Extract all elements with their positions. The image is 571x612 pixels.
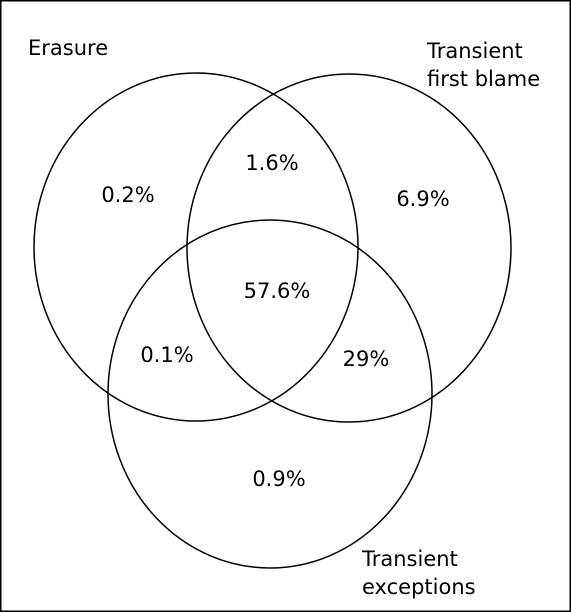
transient-exceptions-label-line-1: Transient <box>361 547 458 571</box>
erasure-label: Erasure <box>28 36 108 60</box>
region-transient-first-blame-only: 6.9% <box>396 187 449 211</box>
transient-first-blame-label: Transient first blame <box>426 39 540 91</box>
region-transient-exceptions-only: 0.9% <box>252 467 305 491</box>
transient-exceptions-circle <box>107 219 433 569</box>
region-erasure-and-transient-first-blame: 1.6% <box>245 151 298 175</box>
transient-first-blame-circle <box>186 73 512 423</box>
transient-first-blame-label-line-2: first blame <box>427 67 540 91</box>
region-all-three: 57.6% <box>244 279 311 303</box>
transient-exceptions-label-line-2: exceptions <box>362 575 476 599</box>
region-transient-first-blame-and-transient-exceptions: 29% <box>343 347 390 371</box>
transient-exceptions-label: Transient exceptions <box>361 547 476 599</box>
transient-first-blame-label-line-1: Transient <box>426 39 523 63</box>
region-erasure-only: 0.2% <box>101 183 154 207</box>
region-erasure-and-transient-exceptions: 0.1% <box>140 343 193 367</box>
